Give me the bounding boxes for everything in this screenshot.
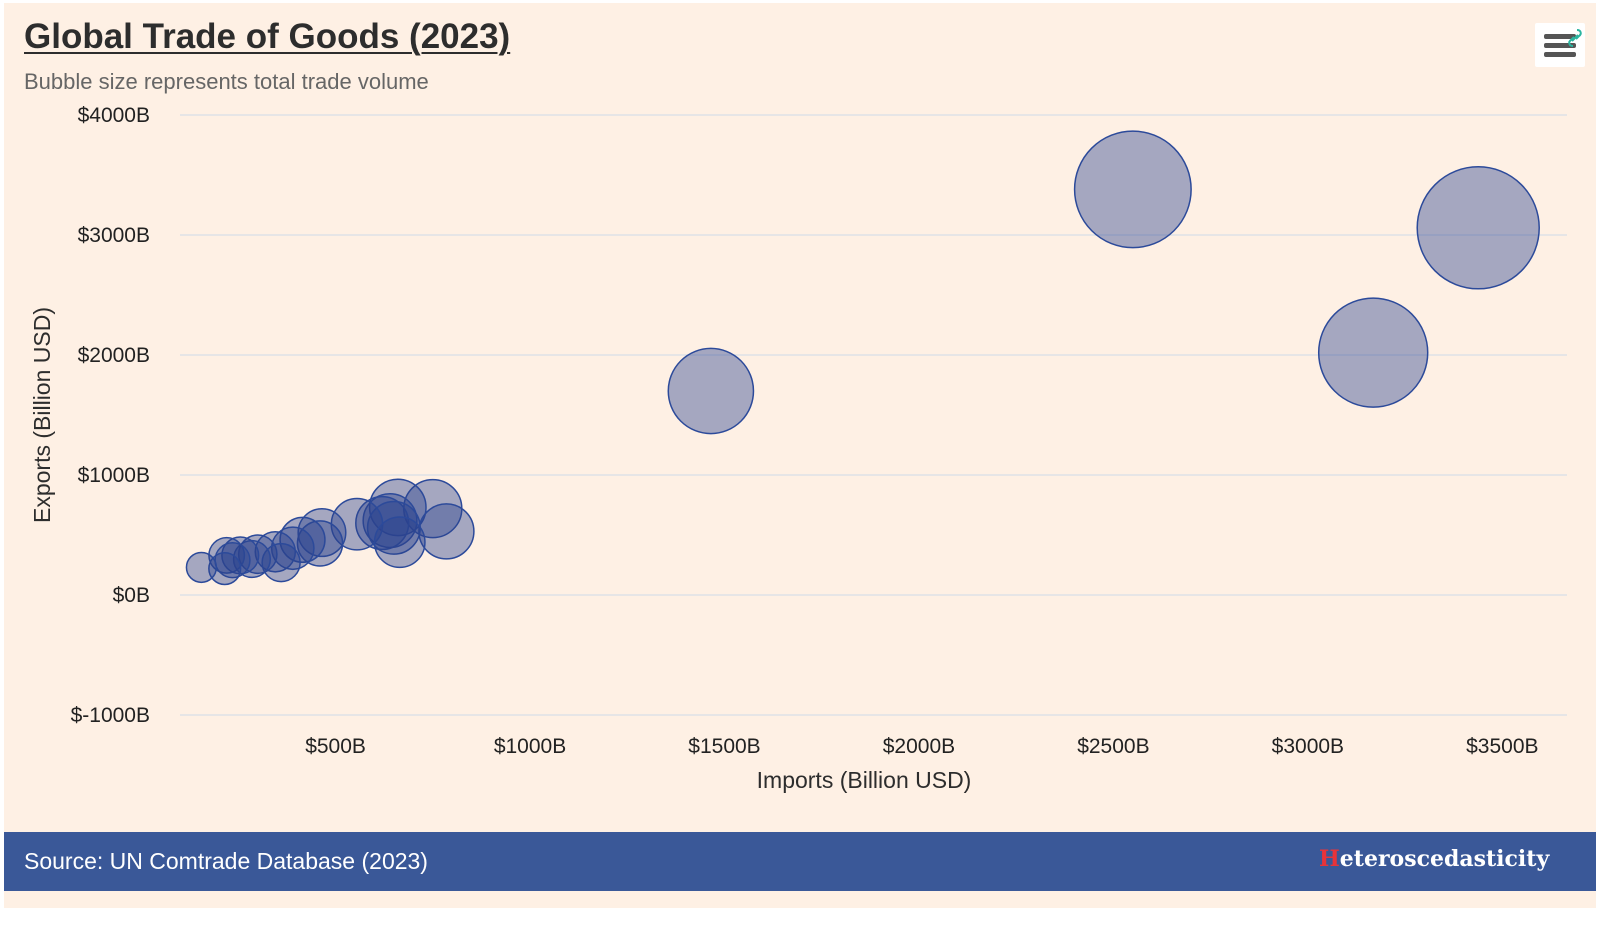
x-tick-label: $2500B bbox=[1077, 735, 1149, 758]
bubble-point[interactable] bbox=[208, 551, 242, 586]
y-tick-label: $1000B bbox=[78, 464, 150, 487]
y-tick-label: $3000B bbox=[78, 224, 150, 247]
chart-menu-button[interactable] bbox=[1535, 23, 1585, 67]
bubble-point[interactable] bbox=[296, 520, 344, 567]
brand-name: eteroscedasticity bbox=[1339, 846, 1550, 872]
x-tick-label: $2000B bbox=[883, 735, 955, 758]
y-tick-label: $0B bbox=[113, 584, 150, 607]
x-tick-label: $1500B bbox=[688, 735, 760, 758]
x-axis-title: Imports (Billion USD) bbox=[757, 767, 972, 793]
y-axis-ticks: $-1000B $0B $1000B $2000B $3000B $4000B bbox=[71, 104, 150, 727]
x-tick-label: $3500B bbox=[1466, 735, 1538, 758]
bubble-layer bbox=[185, 130, 1540, 586]
link-icon bbox=[1568, 29, 1582, 47]
chart-container: Global Trade of Goods (2023) Bubble size… bbox=[4, 3, 1596, 908]
brand-initial: H bbox=[1319, 846, 1340, 872]
bubble-point[interactable] bbox=[208, 536, 246, 574]
bubble-point[interactable] bbox=[254, 531, 297, 573]
footer-bar: Source: UN Comtrade Database (2023) Hete… bbox=[4, 832, 1596, 891]
hamburger-menu-icon bbox=[1544, 34, 1576, 39]
bubble-point[interactable] bbox=[418, 503, 475, 560]
y-tick-label: $-1000B bbox=[71, 704, 150, 727]
bubble-point[interactable] bbox=[1317, 297, 1429, 408]
x-tick-label: $1000B bbox=[494, 735, 566, 758]
grid-layer bbox=[180, 114, 1567, 716]
bubble-point[interactable] bbox=[185, 551, 218, 584]
bubble-chart-plot: $-1000B $0B $1000B $2000B $3000B $4000B $500B… bbox=[29, 104, 1567, 793]
chart-subtitle: Bubble size represents total trade volum… bbox=[24, 69, 429, 94]
chart-title: Global Trade of Goods (2023) bbox=[24, 17, 511, 56]
brand-logo: Heteroscedasticity bbox=[1319, 846, 1549, 872]
bubble-point[interactable] bbox=[237, 534, 278, 575]
y-axis-title: Exports (Billion USD) bbox=[29, 307, 55, 523]
x-tick-label: $3000B bbox=[1272, 735, 1344, 758]
bubble-point[interactable] bbox=[261, 542, 301, 583]
bubble-point[interactable] bbox=[373, 516, 426, 569]
hamburger-menu-icon-bar bbox=[1544, 43, 1576, 48]
hamburger-menu-icon-bar bbox=[1544, 52, 1576, 57]
bubble-point[interactable] bbox=[297, 508, 347, 558]
bubble-point[interactable] bbox=[368, 478, 427, 537]
bubble-point[interactable] bbox=[1073, 130, 1192, 249]
bubble-point[interactable] bbox=[1416, 166, 1540, 290]
x-axis-ticks: $500B $1000B $1500B $2000B $2500B $3000B $3500… bbox=[305, 735, 1538, 758]
y-tick-label: $2000B bbox=[78, 344, 150, 367]
bubble-point[interactable] bbox=[667, 347, 755, 435]
source-credit: Source: UN Comtrade Database (2023) bbox=[24, 848, 428, 874]
y-tick-label: $4000B bbox=[78, 104, 150, 127]
x-tick-label: $500B bbox=[305, 735, 366, 758]
